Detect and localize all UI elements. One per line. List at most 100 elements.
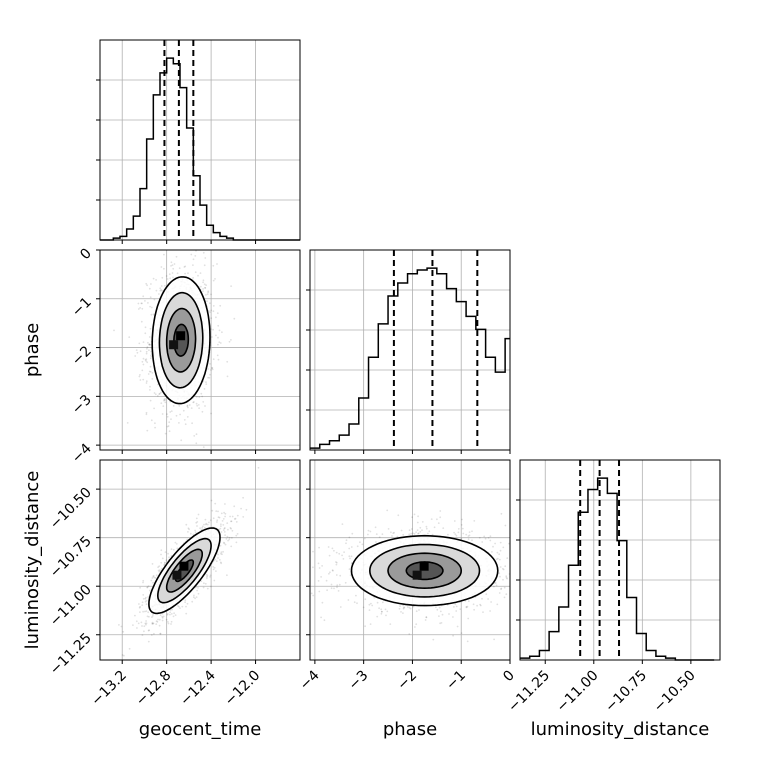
scatter-point [204,287,207,289]
scatter-point [145,622,148,625]
scatter-point [381,533,384,536]
scatter-point [209,373,211,376]
scatter-point [212,310,215,313]
scatter-point [348,536,351,539]
scatter-point [505,576,508,579]
scatter-point [145,620,148,622]
y-axis-label-luminosity-distance: luminosity_distance [22,471,43,650]
scatter-point [447,533,449,536]
scatter-point [169,277,172,280]
scatter-point [499,549,502,552]
scatter-point [189,532,192,535]
scatter-point [212,279,215,282]
scatter-point [226,360,229,363]
scatter-point [145,603,148,606]
scatter-point [144,332,147,335]
scatter-point [195,521,198,524]
scatter-point [163,253,165,256]
scatter-point [465,533,468,536]
scatter-point [479,604,482,607]
scatter-point [159,614,162,616]
scatter-point [145,596,147,599]
scatter-point [506,557,509,559]
scatter-point [149,370,152,373]
scatter-point [164,398,167,400]
x-axis-label-luminosity-distance: luminosity_distance [531,719,710,740]
scatter-point [134,355,137,357]
scatter-point [380,612,383,615]
scatter-point [185,523,188,526]
scatter-point [205,383,208,385]
x-tick-label: −12.4 [177,667,219,709]
scatter-point [195,442,198,445]
scatter-point [235,534,238,537]
scatter-point [163,563,166,566]
scatter-point [151,621,154,624]
scatter-point [158,569,161,572]
scatter-point [154,426,157,429]
scatter-point [218,341,221,344]
scatter-point [122,630,125,633]
scatter-point [113,329,115,332]
scatter-point [339,606,342,608]
scatter-point [460,632,463,634]
density-peak [176,331,186,341]
scatter-point [153,632,155,635]
scatter-point [150,634,153,636]
scatter-point [128,647,131,650]
scatter-point [209,302,211,305]
scatter-point [228,340,231,343]
scatter-point [412,605,414,608]
scatter-point [483,535,486,538]
scatter-point [320,576,322,578]
scatter-point [154,422,156,425]
scatter-point [203,523,205,526]
scatter-point [151,577,154,579]
scatter-point [321,601,324,604]
scatter-point [376,615,379,618]
scatter-point [496,551,499,554]
scatter-point [149,357,152,360]
scatter-point [212,358,215,361]
scatter-point [335,551,338,554]
scatter-point [471,530,473,533]
scatter-point [202,288,205,290]
scatter-point [144,600,147,603]
panel-border [99,249,301,451]
scatter-point [206,300,208,302]
scatter-point [177,605,179,607]
scatter-point [164,401,167,404]
scatter-point [207,310,210,312]
scatter-point [167,622,170,625]
scatter-point [223,531,226,533]
scatter-point [460,537,463,540]
scatter-point [166,612,169,615]
scatter-point [221,553,223,556]
scatter-point [216,312,219,315]
scatter-point [338,583,341,586]
scatter-point [416,529,419,531]
scatter-point [370,602,372,605]
scatter-point [153,298,156,301]
scatter-point [455,605,458,608]
scatter-point [169,613,171,616]
scatter-point [201,527,204,529]
scatter-point [368,603,371,606]
scatter-point [210,309,213,312]
scatter-point [201,395,204,398]
scatter-point [418,609,420,611]
scatter-point [222,541,225,544]
scatter-point [500,512,503,515]
scatter-point [227,528,229,531]
histogram-geocent-time [96,39,301,244]
density-peak [172,570,182,580]
scatter-point [218,516,221,519]
scatter-point [371,604,374,607]
scatter-point [503,596,506,599]
scatter-point [149,305,152,308]
scatter-point [168,273,171,276]
scatter-point [392,532,395,534]
scatter-point [120,625,123,628]
scatter-point [224,543,227,546]
scatter-point [166,425,169,428]
